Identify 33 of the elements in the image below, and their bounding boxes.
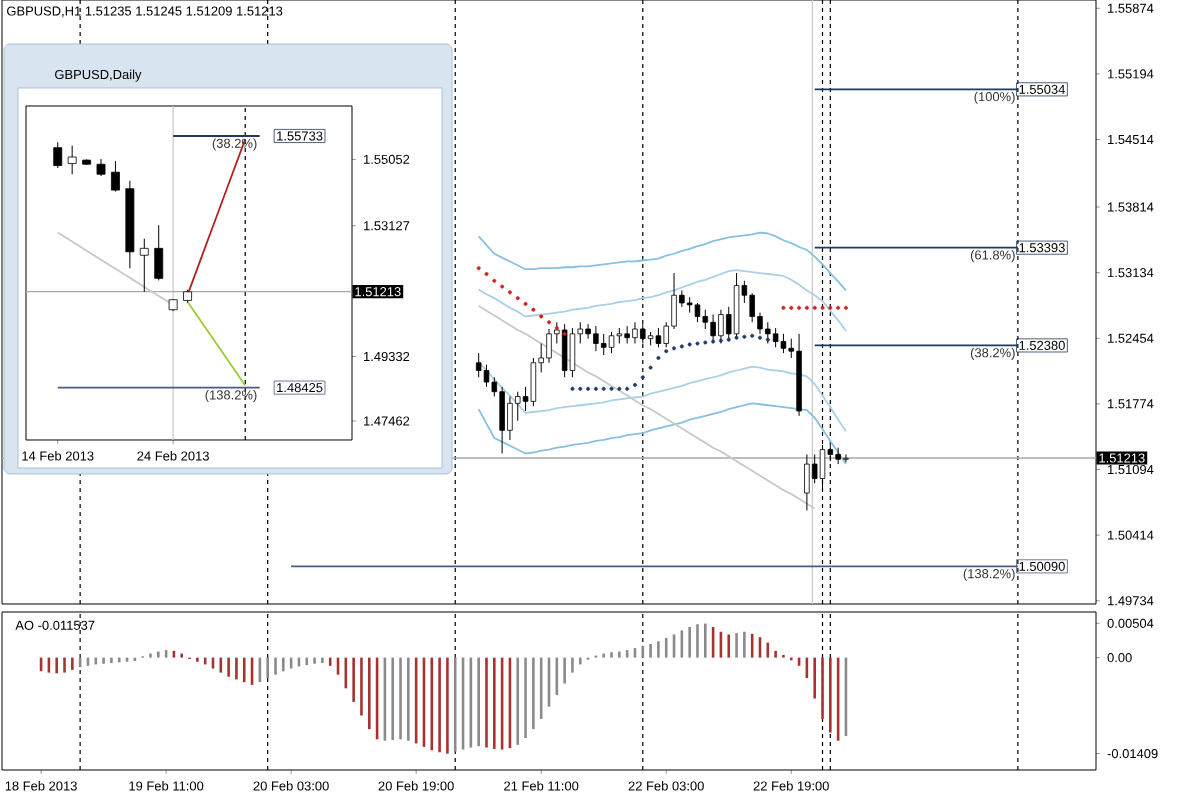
candlestick	[585, 323, 591, 340]
candlestick	[593, 325, 599, 352]
line-series	[477, 269, 847, 332]
candlestick	[608, 331, 615, 354]
candlestick	[780, 333, 787, 354]
candlestick	[154, 224, 164, 281]
candlestick	[702, 309, 709, 330]
candlestick	[475, 352, 482, 378]
candlestick	[804, 453, 810, 511]
candlestick	[632, 321, 638, 344]
candlestick	[53, 141, 63, 169]
candlestick	[718, 309, 724, 344]
candlestick	[546, 328, 552, 364]
candlestick	[569, 327, 576, 378]
candlestick	[483, 364, 490, 388]
candlestick	[67, 145, 77, 175]
candlestick	[765, 321, 771, 344]
candlestick	[624, 325, 630, 344]
candlestick	[561, 323, 568, 378]
line-series	[186, 300, 247, 387]
candlestick	[843, 453, 849, 463]
candlestick	[507, 396, 513, 441]
candlestick	[710, 314, 716, 343]
candlestick	[835, 447, 841, 465]
candlestick	[111, 160, 120, 192]
candlestick	[694, 302, 701, 323]
candlestick	[530, 357, 537, 407]
candlestick	[749, 292, 755, 323]
candlestick	[772, 327, 779, 348]
candlestick	[655, 327, 662, 348]
candlestick	[499, 386, 505, 454]
candlestick	[600, 333, 607, 356]
candlestick	[139, 238, 149, 293]
